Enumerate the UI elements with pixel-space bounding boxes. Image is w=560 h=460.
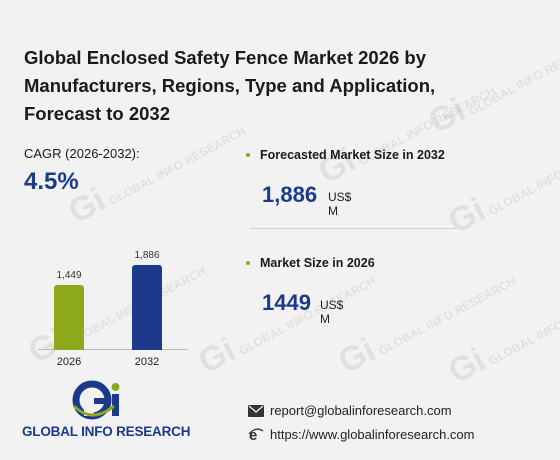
logo-mark-icon	[72, 380, 120, 420]
forecast-stat-value: 1,886	[262, 182, 318, 207]
bar-value-label: 1,886	[134, 250, 160, 261]
watermark: GiGLOBAL INFO RESEARCH	[192, 273, 379, 382]
logo-text: GLOBAL INFO RESEARCH	[22, 424, 191, 439]
web-icon: e	[248, 428, 264, 442]
cagr-value: 4.5%	[24, 168, 79, 195]
forecast-stat-label: Forecasted Market Size in 2032	[260, 148, 445, 162]
watermark: GiGLOBAL INFO RESEARCH	[442, 284, 560, 392]
market-size-stat-unit: US$ M	[320, 298, 344, 326]
bar-value-label: 1,449	[56, 270, 82, 281]
watermark: GiGLOBAL INFO RESEARCH	[332, 273, 519, 382]
contact-email[interactable]: report@globalinforesearch.com	[248, 403, 452, 418]
bar-2032	[132, 265, 162, 350]
divider	[250, 228, 456, 229]
market-size-stat-value: 1449	[262, 290, 311, 315]
bullet-icon	[246, 153, 250, 157]
page-title: Global Enclosed Safety Fence Market 2026…	[24, 47, 436, 124]
chart-baseline	[38, 349, 188, 350]
email-icon	[248, 404, 264, 417]
cagr-label: CAGR (2026-2032):	[24, 146, 140, 161]
contact-website[interactable]: e https://www.globalinforesearch.com	[248, 427, 474, 442]
bullet-icon	[246, 261, 250, 265]
market-size-stat-label: Market Size in 2026	[260, 256, 375, 270]
market-size-bar-chart: 1,449 2026 1,886 2032	[38, 240, 188, 370]
bar-category-label: 2026	[56, 356, 82, 368]
svg-text:e: e	[249, 428, 257, 442]
bar-2026	[54, 285, 84, 350]
forecast-stat-unit: US$ M	[328, 190, 352, 218]
company-logo: GLOBAL INFO RESEARCH	[22, 380, 192, 442]
watermark: GiGLOBAL INFO RESEARCH	[442, 134, 560, 242]
website-text[interactable]: https://www.globalinforesearch.com	[270, 427, 475, 442]
email-text[interactable]: report@globalinforesearch.com	[270, 403, 452, 418]
bar-category-label: 2032	[134, 356, 160, 368]
